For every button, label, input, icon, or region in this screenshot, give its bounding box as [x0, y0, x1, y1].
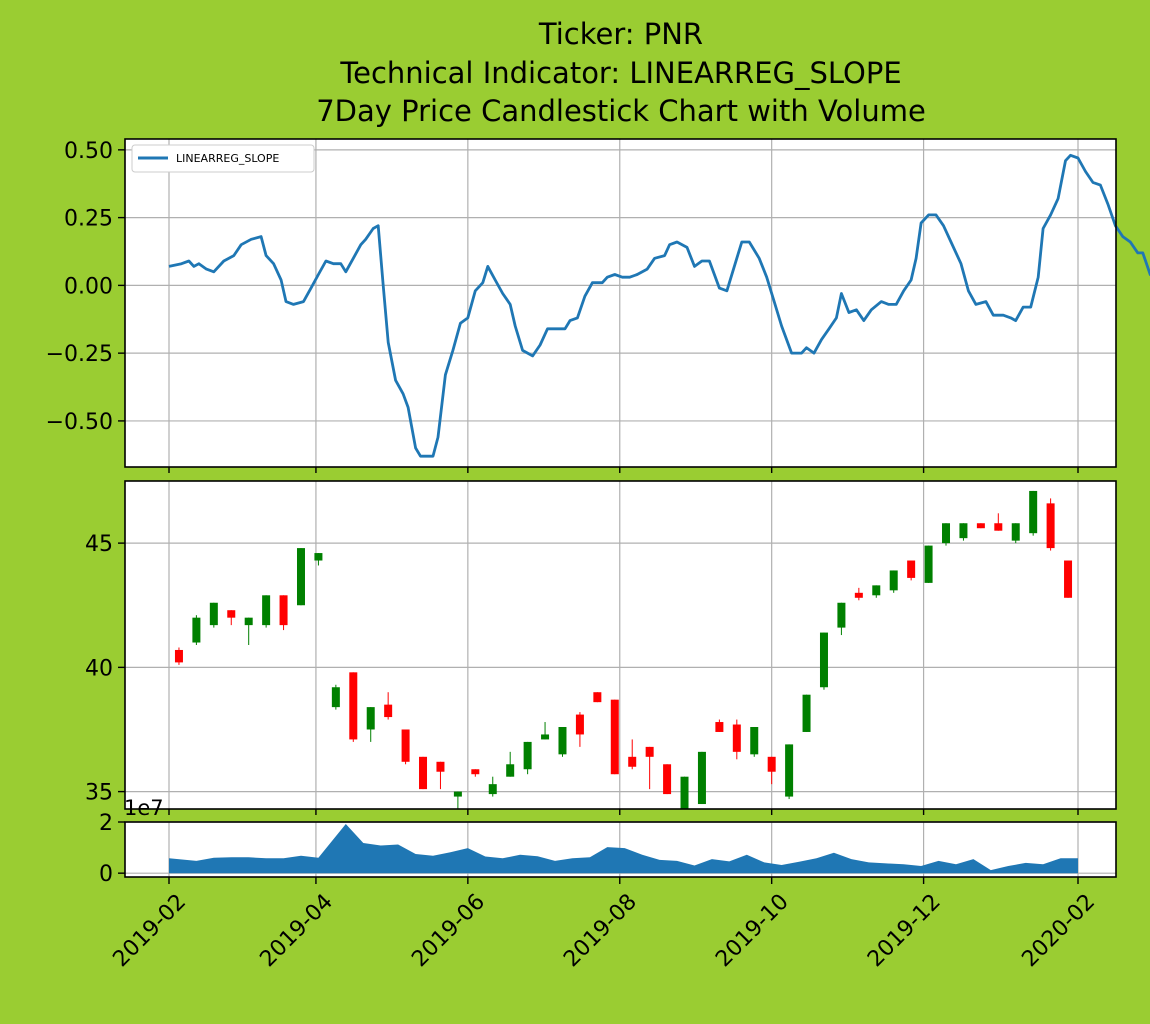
candle-up — [506, 764, 514, 776]
candle-up — [297, 548, 305, 605]
candle-up — [785, 744, 793, 796]
indicator-panel: 0.50 0.25 0.00 −0.25 −0.50 — [46, 139, 1150, 473]
candle-down — [576, 715, 584, 735]
candle-down — [419, 757, 427, 789]
candle-up — [245, 618, 253, 625]
candle-down — [280, 595, 288, 625]
candle-up — [942, 523, 950, 543]
candle-up — [803, 695, 811, 732]
candle-down — [471, 769, 479, 774]
candle-up — [332, 687, 340, 707]
x-tick-label: 2019-08 — [559, 889, 642, 972]
candle-down — [349, 672, 357, 739]
candle-up — [681, 777, 689, 809]
candle-up — [314, 553, 322, 560]
candle-down — [768, 757, 776, 772]
candle-up — [210, 603, 218, 625]
legend-label: LINEARREG_SLOPE — [176, 152, 279, 165]
indicator-legend: LINEARREG_SLOPE — [132, 145, 314, 172]
price-panel: 35 40 45 — [85, 481, 1116, 815]
candle-up — [192, 618, 200, 643]
candle-up — [262, 595, 270, 625]
candle-up — [524, 742, 532, 769]
candle-down — [227, 610, 235, 617]
candle-down — [402, 729, 410, 761]
x-tick-label: 2019-10 — [711, 889, 794, 972]
volume-panel: 02 — [99, 811, 1116, 887]
candle-up — [367, 707, 375, 729]
x-axis: 2019-02 2019-04 2019-06 2019-08 2019-10 2019-… — [108, 889, 1100, 972]
price-ytick-label: 40 — [85, 656, 113, 681]
candle-up — [837, 603, 845, 628]
candle-up — [489, 784, 497, 794]
x-tick-label: 2019-02 — [108, 889, 191, 972]
candle-down — [646, 747, 654, 757]
candle-down — [1047, 503, 1055, 548]
x-tick-label: 2019-12 — [863, 889, 946, 972]
candle-down — [384, 705, 392, 717]
candle-up — [872, 585, 880, 595]
indicator-ytick-label: 0.25 — [64, 207, 113, 232]
candle-up — [1029, 491, 1037, 533]
volume-multiplier-label: 1e7 — [124, 796, 164, 820]
volume-ytick-label: 2 — [99, 811, 113, 836]
candle-up — [750, 727, 758, 754]
candle-up — [541, 734, 549, 739]
candle-down — [977, 523, 985, 528]
candle-down — [855, 593, 863, 598]
candle-up — [698, 752, 706, 804]
candle-up — [454, 792, 462, 797]
candle-up — [925, 546, 933, 583]
price-ytick-label: 45 — [85, 532, 113, 557]
candle-down — [175, 650, 183, 662]
x-tick-label: 2020-02 — [1017, 889, 1100, 972]
indicator-ytick-label: −0.50 — [46, 410, 113, 435]
chart-title-line-3: 7Day Price Candlestick Chart with Volume — [316, 94, 926, 128]
candle-down — [733, 725, 741, 752]
price-ytick-label: 35 — [85, 781, 113, 806]
candle-down — [436, 762, 444, 772]
x-tick-label: 2019-06 — [407, 889, 490, 972]
x-tick-label: 2019-04 — [255, 889, 338, 972]
indicator-plot-area — [125, 139, 1116, 467]
candle-down — [593, 692, 601, 702]
candle-down — [611, 700, 619, 775]
indicator-ytick-label: 0.00 — [64, 274, 113, 299]
chart-title-line-1: Ticker: PNR — [538, 17, 703, 51]
candle-up — [820, 633, 828, 688]
candle-down — [994, 523, 1002, 530]
volume-ytick-label: 0 — [99, 862, 113, 887]
candle-down — [715, 722, 723, 732]
candle-down — [907, 561, 915, 578]
chart-title-line-2: Technical Indicator: LINEARREG_SLOPE — [339, 56, 901, 90]
candle-down — [1064, 561, 1072, 598]
candle-up — [558, 727, 566, 754]
indicator-ytick-label: 0.50 — [64, 139, 113, 164]
indicator-ytick-label: −0.25 — [46, 342, 113, 367]
candle-up — [959, 523, 967, 538]
candle-up — [1012, 523, 1020, 540]
candle-down — [663, 764, 671, 794]
candle-down — [628, 757, 636, 767]
candle-up — [890, 570, 898, 590]
